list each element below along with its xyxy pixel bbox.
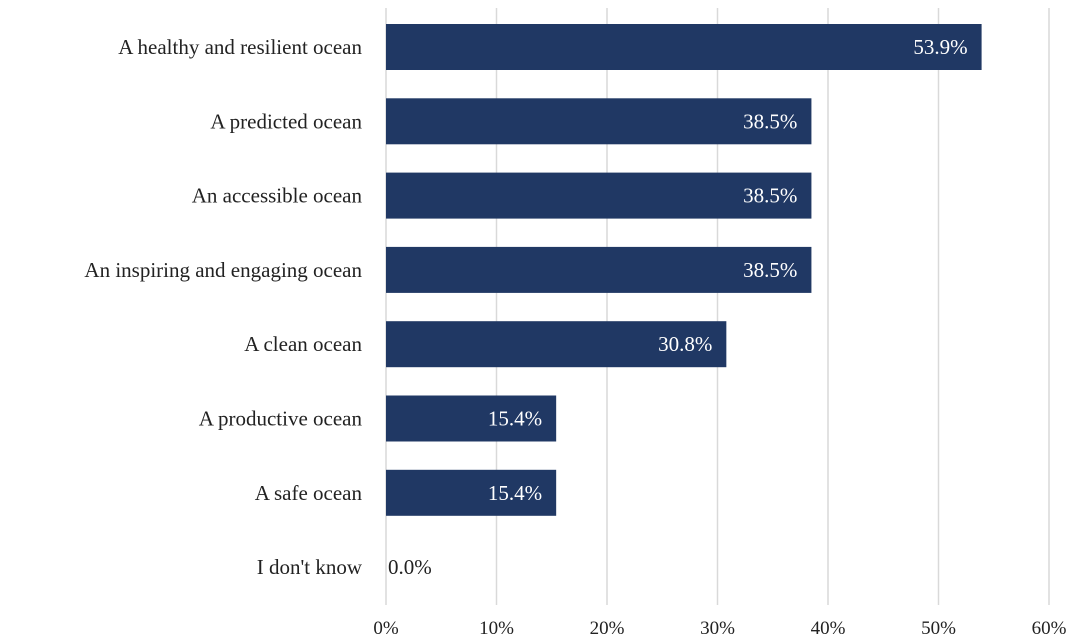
x-tick-label: 20% xyxy=(590,618,625,639)
category-label: A predicted ocean xyxy=(210,109,362,133)
x-tick-label: 60% xyxy=(1032,618,1067,639)
bar xyxy=(386,321,727,368)
bars xyxy=(386,24,982,516)
x-tick-label: 10% xyxy=(479,618,514,639)
x-axis-tick-labels: 0% 10% 20% 30% 40% 50% 60% xyxy=(373,618,1066,639)
data-label: 53.9% xyxy=(913,35,967,59)
bar xyxy=(386,246,812,293)
category-label: A clean ocean xyxy=(244,332,362,356)
bar xyxy=(386,24,982,70)
category-label: A safe ocean xyxy=(255,481,363,505)
value-labels: 53.9% 38.5% 38.5% 38.5% 30.8% 15.4% 15.4% 0.0% xyxy=(388,35,968,579)
x-tick-label: 30% xyxy=(700,618,735,639)
bar xyxy=(386,469,557,516)
category-label: An inspiring and engaging ocean xyxy=(84,258,362,282)
data-label: 38.5% xyxy=(743,184,797,208)
bar xyxy=(386,395,557,442)
data-label: 38.5% xyxy=(743,109,797,133)
category-label: A healthy and resilient ocean xyxy=(118,35,362,59)
data-label: 15.4% xyxy=(488,481,542,505)
category-label: An accessible ocean xyxy=(192,184,363,208)
category-labels: A healthy and resilient ocean A predicted… xyxy=(84,35,362,579)
x-tick-label: 40% xyxy=(811,618,846,639)
bar xyxy=(386,98,812,145)
data-label: 15.4% xyxy=(488,407,542,431)
data-label: 38.5% xyxy=(743,258,797,282)
bar xyxy=(386,172,812,219)
category-label: I don't know xyxy=(257,555,363,579)
data-label: 0.0% xyxy=(388,555,432,579)
x-tick-label: 0% xyxy=(373,618,399,639)
x-tick-label: 50% xyxy=(921,618,956,639)
category-label: A productive ocean xyxy=(199,407,363,431)
data-label: 30.8% xyxy=(658,332,712,356)
